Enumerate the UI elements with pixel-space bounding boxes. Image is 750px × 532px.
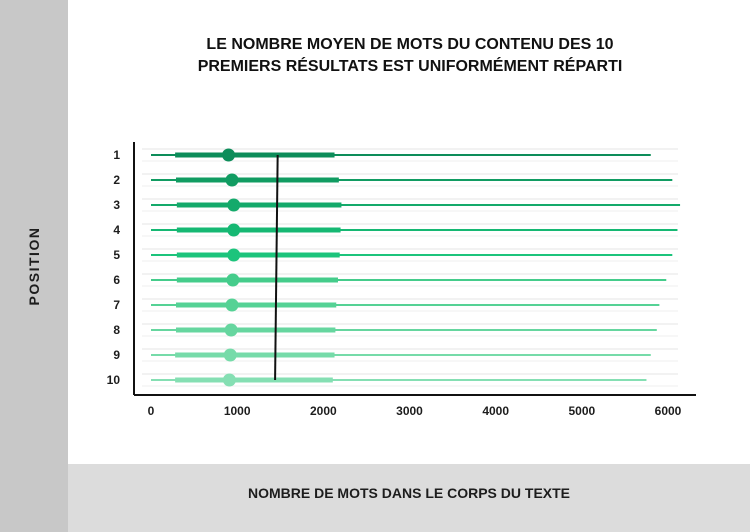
y-axis-panel: POSITION xyxy=(0,0,68,532)
x-tick-label: 2000 xyxy=(310,404,337,418)
box-plot-chart: 1 2 3 4 5 6 7 8 9 10 0 1000 2000 3000 4000 5000 6000 xyxy=(107,142,696,418)
y-tick-label: 2 xyxy=(113,173,120,187)
y-tick-label: 9 xyxy=(113,348,120,362)
median-point xyxy=(224,323,238,337)
median-point xyxy=(225,173,239,187)
y-tick-label: 1 xyxy=(113,148,120,162)
x-tick-label: 0 xyxy=(148,404,155,418)
x-tick-label: 3000 xyxy=(396,404,423,418)
median-point xyxy=(225,298,239,312)
y-tick-label: 5 xyxy=(113,248,120,262)
chart-title-line-2: PREMIERS RÉSULTATS EST UNIFORMÉMENT RÉPA… xyxy=(197,58,623,75)
y-tick-label: 4 xyxy=(113,223,120,237)
median-point xyxy=(227,223,241,237)
median-point xyxy=(222,373,236,387)
y-tick-label: 10 xyxy=(107,373,121,387)
median-point xyxy=(227,248,241,262)
median-point xyxy=(222,148,236,162)
median-point xyxy=(226,273,240,287)
y-axis-title: POSITION xyxy=(26,226,42,306)
average-line xyxy=(274,154,279,381)
x-axis-panel: NOMBRE DE MOTS DANS LE CORPS DU TEXTE xyxy=(68,464,750,532)
x-tick-label: 6000 xyxy=(655,404,682,418)
x-tick-label: 4000 xyxy=(482,404,509,418)
median-point xyxy=(227,198,241,212)
y-tick-label: 7 xyxy=(113,298,120,312)
x-tick-label: 1000 xyxy=(224,404,251,418)
chart-title: LE NOMBRE MOYEN DE MOTS DU CONTENU DES 1… xyxy=(110,34,710,78)
x-tick-label: 5000 xyxy=(568,404,595,418)
median-point xyxy=(223,348,237,362)
x-axis-title: NOMBRE DE MOTS DANS LE CORPS DU TEXTE xyxy=(247,485,571,501)
y-tick-label: 3 xyxy=(113,198,120,212)
y-tick-label: 8 xyxy=(113,323,120,337)
chart-title-line-1: LE NOMBRE MOYEN DE MOTS DU CONTENU DES 1… xyxy=(206,36,614,53)
y-tick-label: 6 xyxy=(113,273,120,287)
